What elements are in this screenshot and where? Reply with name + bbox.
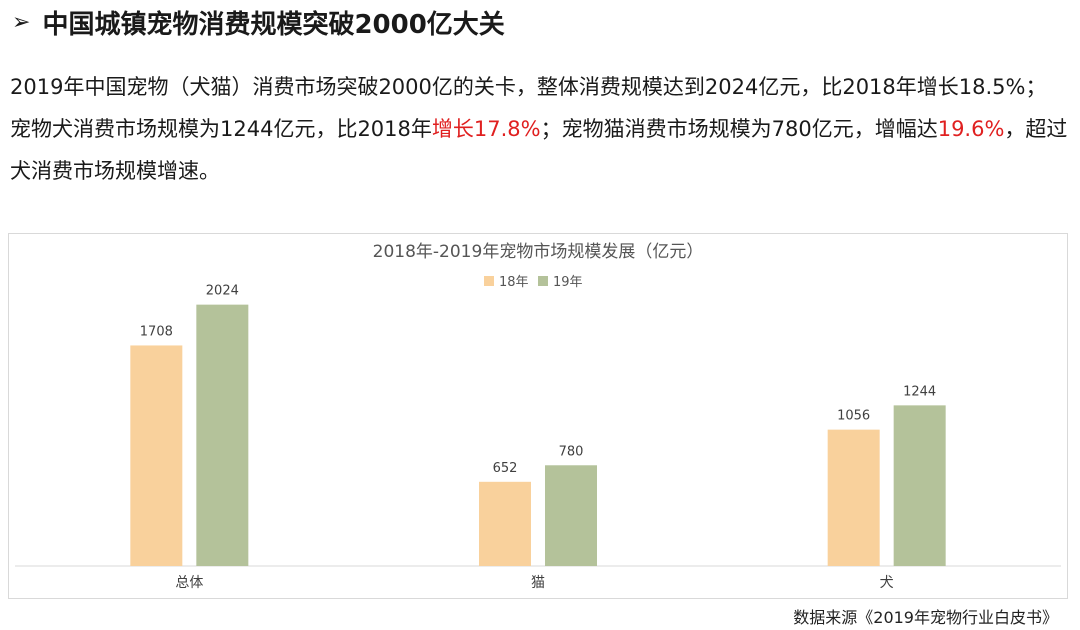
text-segment: ，超过犬消费市场规模增速。 [10, 117, 1068, 183]
cat-growth-highlight: 19.6% [937, 117, 1005, 141]
bar [545, 465, 597, 566]
summary-paragraph-2: 宠物犬消费市场规模为1244亿元，比2018年增长17.8%；宠物猫消费市场规模… [10, 108, 1076, 192]
chart-title: 2018年-2019年宠物市场规模发展（亿元） [373, 242, 704, 262]
data-label: 1244 [903, 384, 936, 399]
legend-label: 18年 [499, 275, 529, 290]
data-label: 1056 [837, 409, 870, 424]
data-label: 652 [493, 461, 518, 476]
data-label: 2024 [206, 284, 239, 299]
data-label: 1708 [140, 324, 173, 339]
data-source: 数据来源《2019年宠物行业白皮书》 [793, 608, 1058, 627]
data-label: 780 [559, 444, 584, 459]
arrow-bullet-icon: ➢ [12, 9, 31, 35]
bar [196, 304, 249, 566]
bar-chart-svg: 2018年-2019年宠物市场规模发展（亿元） 18年 19年 1708 2024 总体 6… [15, 242, 1061, 591]
bar [479, 481, 531, 566]
section-title: 中国城镇宠物消费规模突破2000亿大关 [42, 9, 505, 40]
section-heading: ➢ 中国城镇宠物消费规模突破2000亿大关 [12, 2, 505, 42]
dog-growth-highlight: 增长17.8% [431, 117, 541, 141]
bar [827, 429, 880, 566]
text-segment: ；宠物猫消费市场规模为780亿元，增幅达 [540, 117, 938, 141]
market-size-chart: 2018年-2019年宠物市场规模发展（亿元） 18年 19年 1708 2024 总体 6… [8, 233, 1068, 599]
summary-text: 2019年中国宠物（犬猫）消费市场突破2000亿的关卡，整体消费规模达到2024… [10, 66, 1076, 192]
bar [893, 405, 946, 566]
x-tick-label: 总体 [175, 575, 203, 591]
summary-paragraph-1: 2019年中国宠物（犬猫）消费市场突破2000亿的关卡，整体消费规模达到2024… [10, 75, 1047, 99]
x-tick-label: 犬 [880, 575, 894, 591]
text-segment: 宠物犬消费市场规模为1244亿元，比2018年 [10, 117, 432, 141]
x-tick-label: 猫 [531, 575, 545, 591]
legend-swatch [538, 276, 548, 286]
bar [130, 345, 183, 566]
legend-label: 19年 [553, 275, 583, 290]
legend-swatch [484, 276, 494, 286]
